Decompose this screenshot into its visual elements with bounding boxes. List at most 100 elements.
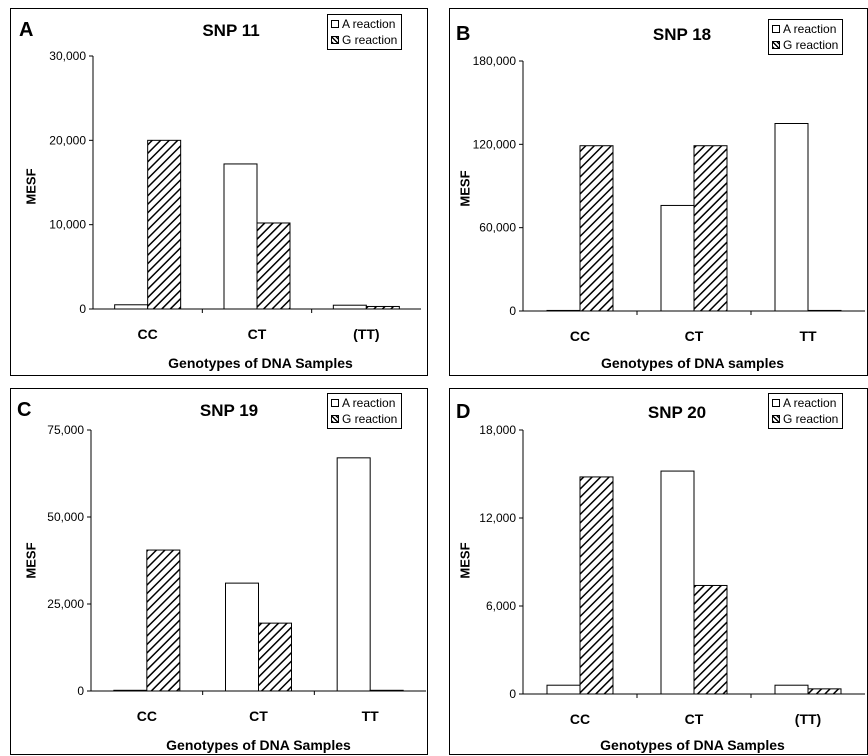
x-tick-label: CC: [570, 328, 590, 344]
bar-a-reaction: [225, 582, 259, 692]
legend-label: G reaction: [342, 412, 398, 426]
bar-g-reaction: [807, 309, 842, 312]
chart-panel-d: D SNP 20 A reaction G reaction MESF Geno…: [449, 388, 868, 755]
chart-title: SNP 19: [199, 401, 259, 420]
legend-item-a: A reaction: [331, 16, 397, 32]
bar-g-reaction: [807, 688, 842, 695]
bar-g-reaction: [693, 584, 728, 695]
x-tick-label: CC: [570, 711, 590, 727]
bar-g-reaction: [693, 145, 728, 312]
x-axis-label: Genotypes of DNA Samples: [166, 737, 351, 753]
chart-title: SNP 20: [647, 403, 707, 422]
bar-g-reaction: [256, 222, 291, 310]
chart-legend: A reaction G reaction: [768, 393, 844, 429]
legend-label: G reaction: [783, 412, 839, 426]
chart-title: SNP 11: [202, 21, 260, 40]
legend-label: A reaction: [342, 17, 396, 31]
chart-panel-a: A SNP 11 A reaction G reaction MESF Geno…: [10, 8, 428, 376]
bar-g-reaction: [579, 476, 614, 695]
bar-a-reaction: [546, 309, 581, 312]
chart-plot: 0 60,000 120,000 180,000 CC CT TT: [473, 54, 865, 344]
chart-panel-c: C SNP 19 A reaction G reaction MESF Geno…: [10, 388, 428, 755]
x-axis-label: Genotypes of DNA Samples: [168, 355, 353, 371]
x-axis-label: Genotypes of DNA samples: [600, 355, 785, 371]
chart-panel-b: B SNP 18 A reaction G reaction MESF Geno…: [449, 8, 868, 376]
y-tick-label: 0: [79, 302, 86, 316]
y-tick-label: 25,000: [47, 597, 84, 611]
panel-letter: A: [19, 19, 34, 41]
chart-title: SNP 18: [652, 25, 712, 44]
bar-g-reaction: [365, 305, 400, 310]
y-tick-label: 0: [509, 304, 516, 318]
hatched-swatch-icon: [772, 41, 780, 49]
x-tick-label: CC: [138, 326, 158, 342]
y-tick-label: 18,000: [479, 423, 516, 437]
y-tick-label: 0: [509, 687, 516, 701]
y-tick-label: 60,000: [479, 221, 516, 235]
x-tick-label: (TT): [353, 326, 379, 342]
x-axis-label: Genotypes of DNA Samples: [600, 737, 785, 753]
legend-item-g: G reaction: [772, 411, 838, 427]
bar-g-reaction: [579, 145, 614, 312]
x-tick-label: CT: [685, 328, 704, 344]
panel-letter: C: [17, 399, 32, 421]
chart-plot: 0 10,000 20,000 30,000 CC CT (TT): [49, 49, 421, 342]
y-tick-label: 180,000: [473, 54, 517, 68]
y-tick-label: 20,000: [49, 133, 86, 147]
hatched-swatch-icon: [331, 36, 339, 44]
bar-a-reaction: [546, 684, 581, 695]
legend-item-g: G reaction: [331, 32, 397, 48]
legend-item-a: A reaction: [331, 395, 397, 411]
x-tick-label: CT: [248, 326, 267, 342]
hatched-swatch-icon: [331, 415, 339, 423]
chart-legend: A reaction G reaction: [327, 14, 403, 50]
legend-label: G reaction: [342, 33, 398, 47]
bar-a-reaction: [114, 304, 149, 310]
y-tick-label: 30,000: [49, 49, 86, 63]
legend-label: G reaction: [783, 38, 839, 52]
legend-label: A reaction: [783, 396, 837, 410]
open-swatch-icon: [772, 25, 780, 33]
bar-a-reaction: [660, 204, 695, 312]
x-tick-label: CT: [249, 708, 268, 724]
open-swatch-icon: [331, 20, 339, 28]
chart-legend: A reaction G reaction: [327, 393, 403, 429]
bar-a-reaction: [332, 304, 367, 310]
legend-item-a: A reaction: [772, 395, 838, 411]
open-swatch-icon: [772, 399, 780, 407]
bar-g-reaction: [369, 689, 404, 692]
x-tick-label: TT: [362, 708, 380, 724]
bar-a-reaction: [774, 123, 809, 312]
bar-g-reaction: [146, 549, 181, 692]
bar-g-reaction: [258, 622, 292, 692]
legend-label: A reaction: [783, 22, 837, 36]
bar-a-reaction: [336, 457, 371, 692]
x-tick-label: CT: [685, 711, 704, 727]
x-tick-label: (TT): [795, 711, 821, 727]
y-tick-label: 12,000: [479, 511, 516, 525]
y-tick-label: 6,000: [486, 599, 516, 613]
legend-item-a: A reaction: [772, 21, 838, 37]
bar-a-reaction: [223, 163, 258, 310]
bar-a-reaction: [660, 470, 695, 695]
x-tick-label: TT: [799, 328, 817, 344]
y-tick-label: 10,000: [49, 218, 86, 232]
chart-legend: A reaction G reaction: [768, 19, 844, 55]
legend-item-g: G reaction: [331, 411, 397, 427]
hatched-swatch-icon: [772, 415, 780, 423]
panel-letter: D: [456, 401, 471, 423]
chart-plot: 0 6,000 12,000 18,000 CC CT (TT): [479, 423, 865, 727]
legend-item-g: G reaction: [772, 37, 838, 53]
bar-a-reaction: [774, 684, 809, 695]
legend-label: A reaction: [342, 396, 396, 410]
panel-letter: B: [456, 23, 471, 45]
open-swatch-icon: [331, 399, 339, 407]
y-tick-label: 50,000: [47, 510, 84, 524]
x-tick-label: CC: [137, 708, 157, 724]
bar-g-reaction: [147, 139, 182, 310]
y-tick-label: 120,000: [473, 137, 517, 151]
y-tick-label: 75,000: [47, 423, 84, 437]
chart-plot: 0 25,000 50,000 75,000 CC CT TT: [47, 423, 426, 724]
bar-a-reaction: [113, 689, 148, 692]
y-tick-label: 0: [77, 684, 84, 698]
